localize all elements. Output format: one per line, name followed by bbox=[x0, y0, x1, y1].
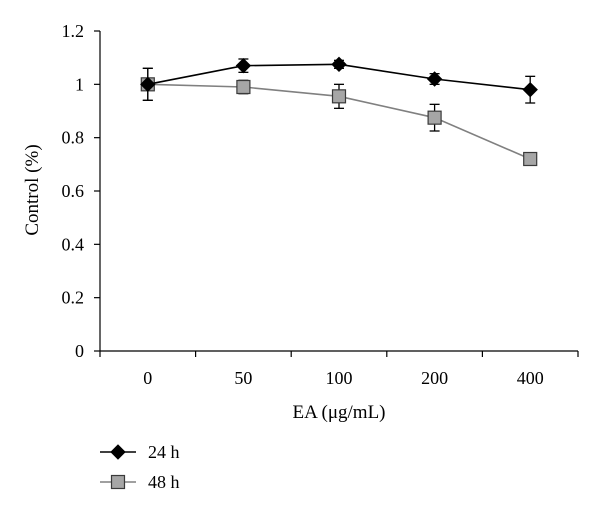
y-tick-label: 0.2 bbox=[62, 288, 85, 308]
data-point bbox=[236, 79, 251, 95]
chart-series bbox=[140, 56, 538, 167]
data-point bbox=[331, 89, 347, 104]
y-tick-label: 0.4 bbox=[62, 234, 85, 254]
y-tick-label: 0 bbox=[75, 341, 84, 361]
data-point bbox=[235, 57, 252, 74]
data-point bbox=[140, 76, 156, 93]
data-point bbox=[427, 110, 442, 125]
legend-entry: 24 h bbox=[100, 442, 180, 462]
x-tick-label: 0 bbox=[143, 368, 152, 388]
legend-entry: 48 h bbox=[100, 472, 180, 492]
series-24h bbox=[140, 56, 538, 104]
legend-marker bbox=[110, 474, 126, 490]
y-axis-label: Control (%) bbox=[22, 144, 43, 235]
x-axis-label: EA (μg/mL) bbox=[292, 402, 385, 423]
data-point bbox=[523, 151, 538, 167]
data-point bbox=[331, 56, 347, 73]
legend-label: 24 h bbox=[148, 442, 180, 462]
x-tick-label: 50 bbox=[234, 368, 252, 388]
data-point bbox=[522, 81, 538, 98]
series-48h bbox=[140, 67, 538, 167]
x-tick-label: 200 bbox=[421, 368, 448, 388]
y-tick-label: 0.8 bbox=[62, 128, 85, 148]
data-point bbox=[426, 71, 443, 87]
x-tick-label: 100 bbox=[326, 368, 353, 388]
y-tick-label: 1 bbox=[75, 74, 84, 94]
legend-label: 48 h bbox=[148, 472, 180, 492]
y-tick-label: 1.2 bbox=[62, 21, 85, 41]
chart-legend: 24 h 48 h bbox=[100, 442, 180, 492]
chart-axes: 0 0.2 0.4 0.6 0.8 1 1.2 0 50 100 200 400 bbox=[62, 21, 579, 388]
x-tick-label: 400 bbox=[517, 368, 544, 388]
legend-marker bbox=[110, 444, 126, 460]
y-tick-label: 0.6 bbox=[62, 181, 85, 201]
